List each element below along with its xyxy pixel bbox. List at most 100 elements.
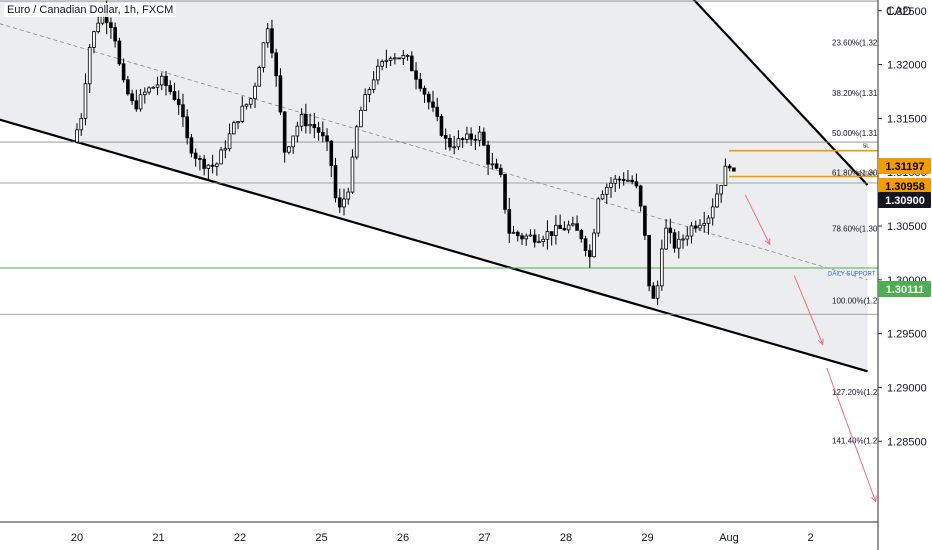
candle-body bbox=[244, 103, 249, 107]
x-tick-label: 2 bbox=[807, 532, 813, 544]
fib-level-label: 100.00%(1.29 bbox=[832, 297, 882, 306]
candle-body bbox=[367, 89, 372, 95]
x-tick-label: 28 bbox=[560, 532, 572, 544]
projection-arrow-head bbox=[871, 495, 877, 503]
candle-body bbox=[265, 28, 270, 44]
candle-body bbox=[354, 126, 359, 158]
candle-body bbox=[592, 232, 596, 258]
candle-body bbox=[143, 91, 147, 96]
candle-body bbox=[604, 186, 609, 195]
candle-body bbox=[698, 224, 702, 229]
fib-level-label: 50.00%(1.31 bbox=[832, 129, 878, 138]
candle-body bbox=[371, 79, 376, 90]
y-tick-label: 1.29000 bbox=[887, 382, 927, 394]
candle-body bbox=[325, 135, 329, 142]
candle-body bbox=[490, 163, 495, 166]
candle-body bbox=[176, 99, 181, 106]
candle-body bbox=[308, 124, 312, 127]
candle-body bbox=[486, 144, 490, 165]
candle-body bbox=[316, 127, 321, 133]
candle-body bbox=[79, 117, 84, 131]
candle-body bbox=[482, 131, 486, 146]
daily-support-label: DAILY SUPPORT bbox=[828, 272, 876, 278]
candle-body bbox=[312, 124, 317, 129]
candle-body bbox=[668, 227, 673, 234]
candle-body bbox=[380, 61, 384, 67]
candle-body bbox=[473, 138, 478, 141]
candle-body bbox=[193, 152, 198, 159]
candle-body bbox=[583, 238, 588, 251]
candle-body bbox=[634, 181, 639, 187]
projection-arrow-line bbox=[826, 367, 877, 502]
candle-body bbox=[524, 235, 529, 240]
candle-body bbox=[452, 146, 456, 149]
candle-body bbox=[477, 131, 482, 141]
candle-body bbox=[248, 98, 253, 105]
fib-level-label: 61.80%(1.30 bbox=[832, 169, 878, 178]
candle-body bbox=[155, 84, 160, 88]
channel-lower-line bbox=[0, 118, 868, 373]
candle-body bbox=[240, 105, 245, 122]
candle-body bbox=[147, 87, 151, 93]
candle-body bbox=[448, 137, 452, 148]
candle-body bbox=[376, 65, 380, 81]
candle-body bbox=[558, 224, 562, 229]
candle-body bbox=[600, 193, 605, 200]
candle-body bbox=[291, 135, 295, 148]
candle-body bbox=[693, 225, 698, 229]
projection-arrow-line bbox=[793, 275, 824, 345]
candle-body bbox=[710, 206, 715, 219]
candle-body bbox=[528, 234, 533, 237]
candle-body bbox=[507, 209, 512, 234]
candle-body bbox=[498, 167, 503, 175]
candle-body bbox=[270, 28, 274, 54]
y-tick-label: 1.32000 bbox=[887, 60, 927, 72]
candle-body bbox=[236, 121, 240, 124]
candle-body bbox=[181, 104, 185, 118]
candle-body bbox=[723, 165, 728, 187]
candle-body bbox=[651, 285, 656, 299]
candle-body bbox=[172, 91, 177, 100]
candle-body bbox=[545, 231, 550, 240]
candle-body bbox=[676, 238, 681, 249]
candle-body bbox=[613, 178, 618, 184]
candle-body bbox=[719, 185, 723, 195]
candle-body bbox=[579, 229, 584, 240]
candle-body bbox=[134, 100, 139, 110]
candle-body bbox=[202, 158, 206, 169]
price-axis-bg bbox=[878, 0, 932, 550]
candle-body bbox=[456, 138, 461, 148]
candle-body bbox=[87, 46, 92, 85]
candle-body bbox=[511, 231, 516, 234]
candle-body bbox=[138, 94, 143, 110]
price-label-text: 1.30958 bbox=[885, 181, 925, 193]
candle-body bbox=[164, 75, 168, 86]
candle-body bbox=[630, 179, 634, 183]
fib-level-label: 38.20%(1.31 bbox=[832, 89, 878, 98]
candle-body bbox=[660, 248, 664, 287]
candle-body bbox=[117, 40, 122, 65]
candle-body bbox=[253, 85, 257, 100]
candle-body bbox=[549, 231, 554, 237]
candle-body bbox=[672, 232, 677, 249]
candle-body bbox=[503, 174, 507, 210]
candle-body bbox=[121, 63, 126, 81]
candle-body bbox=[261, 42, 266, 69]
channel-fill bbox=[0, 0, 868, 372]
candle-body bbox=[75, 129, 79, 143]
candle-body bbox=[515, 231, 520, 237]
candle-body bbox=[494, 163, 499, 169]
candle-body bbox=[299, 114, 304, 127]
projection-arrow-head bbox=[817, 338, 824, 346]
candle-body bbox=[126, 79, 130, 95]
candle-body bbox=[257, 67, 262, 87]
candle-body bbox=[571, 223, 575, 226]
candle-body bbox=[638, 185, 643, 207]
candle-body bbox=[426, 93, 431, 103]
candle-body bbox=[575, 223, 579, 231]
candle-body bbox=[304, 114, 308, 127]
price-label-text: 1.30900 bbox=[885, 195, 925, 207]
candle-body bbox=[596, 198, 601, 234]
candle-body bbox=[460, 138, 465, 141]
